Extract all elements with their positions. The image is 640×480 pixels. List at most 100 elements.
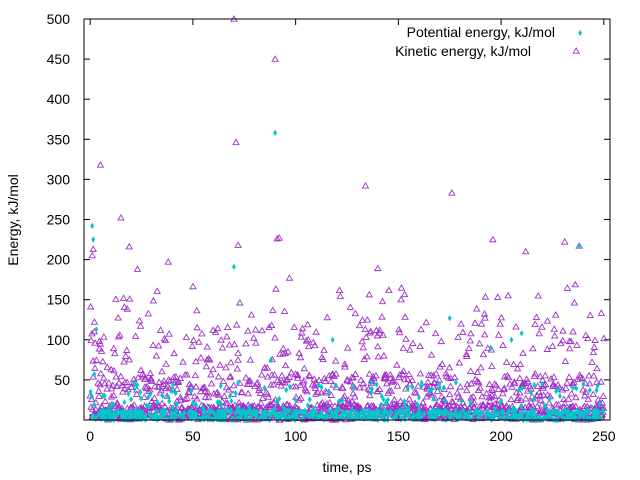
kinetic-point — [285, 274, 294, 281]
kinetic-point — [234, 349, 242, 356]
kinetic-point — [224, 385, 233, 393]
potential-point — [462, 410, 467, 417]
potential-point — [487, 410, 492, 418]
kinetic-point — [431, 329, 440, 337]
kinetic-point — [203, 403, 212, 410]
kinetic-point — [422, 392, 431, 400]
kinetic-point — [582, 388, 590, 395]
kinetic-point — [225, 340, 234, 348]
kinetic-point — [107, 384, 116, 392]
potential-point — [138, 395, 143, 402]
potential-point — [284, 415, 289, 423]
kinetic-point — [545, 399, 553, 406]
kinetic-point — [578, 374, 587, 382]
kinetic-point — [204, 354, 213, 362]
kinetic-point — [591, 336, 599, 343]
potential-point — [528, 389, 533, 396]
potential-point — [236, 379, 241, 386]
potential-point — [386, 412, 391, 419]
kinetic-point — [88, 405, 97, 413]
kinetic-point — [245, 380, 253, 387]
potential-point — [124, 414, 129, 422]
kinetic-point — [448, 189, 456, 196]
kinetic-point — [96, 161, 105, 168]
potential-point — [293, 396, 298, 404]
potential-point — [284, 386, 289, 394]
kinetic-point — [311, 341, 319, 349]
potential-point — [402, 402, 407, 409]
kinetic-point — [156, 326, 165, 333]
potential-point — [510, 410, 515, 417]
kinetic-point — [145, 404, 154, 412]
kinetic-point — [131, 332, 140, 339]
kinetic-point — [547, 374, 555, 382]
kinetic-point — [238, 388, 246, 396]
potential-point — [326, 388, 331, 395]
kinetic-point — [335, 286, 344, 293]
legend-label-potential: Potential energy, kJ/mol — [407, 24, 555, 40]
kinetic-point — [149, 341, 157, 348]
kinetic-point — [220, 392, 229, 399]
potential-point — [281, 403, 286, 411]
kinetic-point — [271, 333, 279, 341]
potential-point — [242, 408, 247, 415]
kinetic-point — [563, 284, 572, 291]
potential-point — [252, 410, 257, 417]
kinetic-point — [345, 402, 354, 409]
kinetic-point — [300, 364, 309, 372]
x-tick-label: 50 — [185, 428, 201, 444]
potential-point — [102, 392, 107, 399]
y-tick-label: 50 — [54, 372, 70, 388]
kinetic-point — [117, 213, 125, 221]
kinetic-point — [170, 373, 178, 380]
potential-point — [450, 410, 455, 418]
potential-point — [396, 408, 401, 416]
kinetic-point — [278, 371, 286, 379]
potential-point — [435, 411, 440, 418]
kinetic-point — [584, 334, 592, 341]
kinetic-point — [223, 332, 231, 340]
kinetic-point — [192, 357, 200, 365]
kinetic-point — [296, 353, 305, 361]
kinetic-point — [270, 371, 279, 378]
kinetic-point — [561, 238, 569, 245]
kinetic-point — [504, 373, 513, 381]
kinetic-point — [538, 400, 546, 408]
kinetic-point — [481, 293, 490, 300]
kinetic-point — [357, 376, 365, 383]
kinetic-point — [87, 395, 96, 403]
kinetic-point — [573, 341, 581, 348]
kinetic-point — [494, 331, 503, 338]
kinetic-point — [119, 388, 127, 395]
potential-point — [170, 404, 175, 412]
kinetic-point — [600, 334, 608, 342]
kinetic-point — [551, 311, 560, 318]
potential-point — [287, 407, 292, 414]
kinetic-point — [561, 357, 570, 364]
kinetic-point — [119, 294, 128, 302]
potential-point — [336, 398, 341, 405]
potential-point — [121, 408, 125, 416]
kinetic-point — [120, 303, 129, 310]
kinetic-point — [346, 303, 355, 310]
kinetic-point — [170, 349, 178, 357]
kinetic-point — [515, 374, 524, 382]
potential-point — [269, 356, 273, 364]
potential-point — [126, 390, 131, 398]
kinetic-point — [478, 392, 486, 400]
potential-point — [324, 411, 329, 418]
kinetic-point — [500, 372, 509, 380]
kinetic-point — [512, 322, 520, 330]
kinetic-point — [534, 409, 543, 416]
potential-point — [501, 412, 506, 419]
kinetic-point — [274, 405, 283, 413]
x-tick-label: 0 — [86, 428, 94, 444]
kinetic-point — [269, 306, 277, 314]
kinetic-point — [134, 373, 142, 381]
potential-point — [307, 413, 312, 420]
kinetic-point — [105, 379, 113, 386]
potential-point — [114, 411, 119, 419]
kinetic-point — [202, 362, 211, 370]
potential-point — [385, 396, 390, 403]
potential-point — [111, 401, 116, 408]
